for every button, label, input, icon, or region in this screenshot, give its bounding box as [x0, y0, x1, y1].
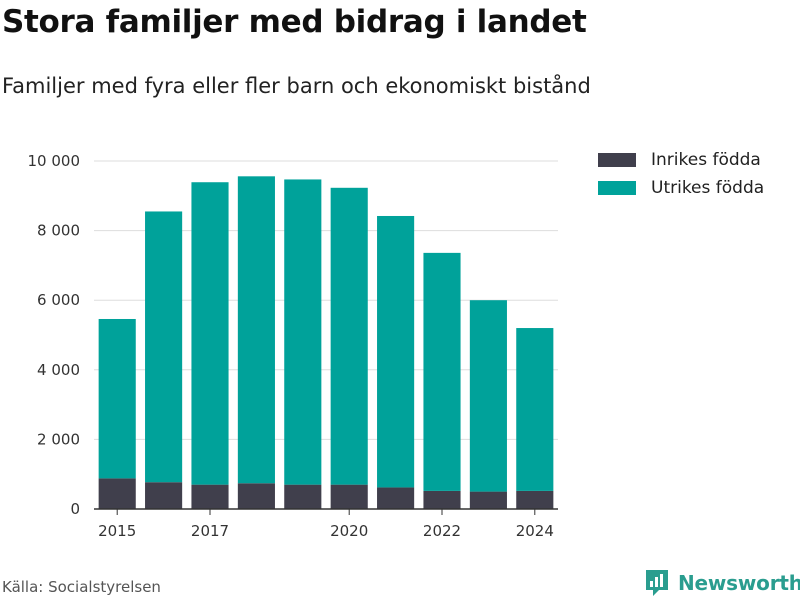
legend-item-inrikes: Inrikes födda: [598, 146, 764, 174]
bar-inrikes-2024: [516, 490, 554, 509]
legend-label-utrikes: Utrikes födda: [651, 178, 765, 198]
legend-swatch-inrikes: [598, 153, 636, 167]
bar-utrikes-2021: [377, 215, 415, 488]
legend: Inrikes födda Utrikes födda: [598, 146, 764, 202]
y-tick-label: 2 000: [37, 430, 80, 448]
legend-label-inrikes: Inrikes födda: [651, 150, 761, 170]
axes: 0 2 000 4 000 6 000 8 000 10 000 2015 2017 2020 2…: [28, 152, 558, 540]
x-tick-label: 2022: [423, 522, 461, 540]
bar-utrikes-2024: [516, 328, 554, 491]
bar-inrikes-2018: [237, 483, 275, 509]
source-note: Källa: Socialstyrelsen: [2, 578, 161, 596]
bar-utrikes-2023: [469, 300, 507, 492]
legend-item-utrikes: Utrikes födda: [598, 174, 764, 202]
bar-inrikes-2017: [191, 484, 229, 509]
bar-utrikes-2022: [423, 252, 461, 491]
chart-title: Stora familjer med bidrag i landet: [2, 4, 587, 40]
y-tick-label: 10 000: [28, 152, 81, 170]
x-tick-label: 2024: [516, 522, 554, 540]
bar-inrikes-2021: [377, 487, 415, 509]
bar-inrikes-2016: [145, 482, 183, 509]
y-tick-label: 4 000: [37, 361, 80, 379]
y-tick-label: 6 000: [37, 291, 80, 309]
bar-utrikes-2019: [284, 179, 322, 485]
bar-utrikes-2016: [145, 211, 183, 483]
newsworthy-logo-icon: [646, 570, 668, 596]
brand-name: Newsworthy: [678, 571, 800, 595]
bar-inrikes-2015: [98, 478, 136, 509]
x-tick-label: 2017: [191, 522, 229, 540]
bars: [98, 176, 554, 509]
bar-utrikes-2020: [330, 187, 368, 485]
bar-inrikes-2023: [469, 491, 507, 509]
x-tick-label: 2020: [330, 522, 368, 540]
legend-swatch-utrikes: [598, 181, 636, 195]
brand-logo: Newsworthy: [644, 568, 800, 598]
y-tick-label: 8 000: [37, 222, 80, 240]
x-tick-label: 2015: [98, 522, 136, 540]
bar-utrikes-2015: [98, 318, 136, 479]
bar-utrikes-2018: [237, 176, 275, 484]
bar-utrikes-2017: [191, 182, 229, 485]
bar-inrikes-2019: [284, 484, 322, 509]
bar-inrikes-2020: [330, 484, 368, 509]
bar-inrikes-2022: [423, 490, 461, 509]
chart-subtitle: Familjer med fyra eller fler barn och ek…: [2, 74, 591, 98]
y-tick-label: 0: [70, 500, 80, 518]
